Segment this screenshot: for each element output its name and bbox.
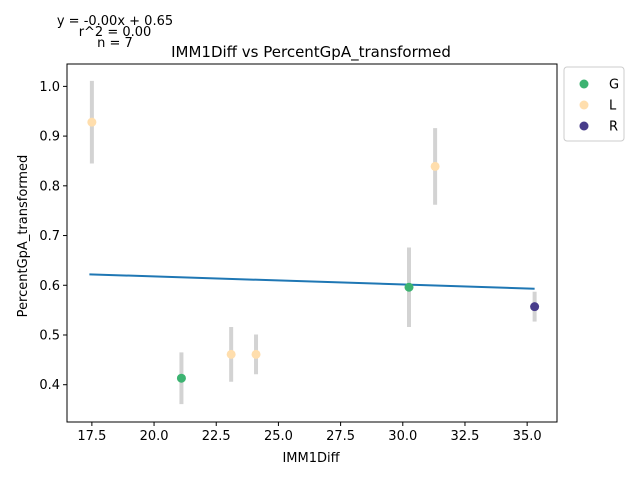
y-tick-label: 0.7 — [39, 229, 60, 244]
chart-title: IMM1Diff vs PercentGpA_transformed — [171, 43, 451, 62]
y-tick-label: 0.9 — [39, 130, 60, 145]
r-squared-annotation: r^2 = 0.00 — [79, 25, 152, 40]
y-tick-label: 0.5 — [39, 328, 60, 343]
regression-annotations: y = -0.00x + 0.65 r^2 = 0.00 n = 7 — [57, 14, 173, 51]
x-ticks: 17.5 20.0 22.5 25.0 27.5 30.0 32.5 35.0 — [77, 422, 542, 444]
y-tick-label: 0.4 — [39, 378, 60, 393]
data-point-G — [176, 373, 186, 383]
y-tick-label: 0.6 — [39, 279, 60, 294]
x-tick-label: 25.0 — [264, 429, 293, 444]
regression-line-group — [89, 273, 535, 290]
y-ticks: 0.4 0.5 0.6 0.7 0.8 0.9 1.0 — [39, 80, 67, 393]
legend: GLR — [563, 66, 625, 142]
y-axis-label: PercentGpA_transformed — [16, 155, 31, 318]
n-annotation: n = 7 — [97, 36, 133, 51]
x-tick-label: 30.0 — [388, 429, 417, 444]
y-tick-label: 1.0 — [39, 80, 60, 95]
x-tick-label: 22.5 — [202, 429, 231, 444]
error-bars — [89, 80, 537, 405]
x-tick-label: 20.0 — [140, 429, 169, 444]
plot-frame — [66, 63, 558, 423]
legend-label: G — [609, 78, 619, 93]
legend-label: R — [609, 120, 618, 135]
x-tick-label: 32.5 — [450, 429, 479, 444]
y-tick-label: 0.8 — [39, 179, 60, 194]
regression-line — [89, 273, 535, 290]
x-tick-label: 27.5 — [326, 429, 355, 444]
data-point-L — [430, 161, 440, 171]
x-tick-label: 35.0 — [513, 429, 542, 444]
legend-marker — [579, 121, 589, 131]
x-tick-label: 17.5 — [77, 429, 106, 444]
legend-box — [563, 66, 625, 142]
data-points — [87, 117, 540, 383]
legend-marker — [579, 79, 589, 89]
data-point-R — [530, 302, 540, 312]
legend-marker — [579, 100, 589, 110]
data-point-L — [226, 349, 236, 359]
data-point-L — [87, 117, 97, 127]
legend-label: L — [609, 99, 617, 114]
equation-annotation: y = -0.00x + 0.65 — [57, 14, 173, 29]
x-axis-label: IMM1Diff — [282, 451, 340, 466]
data-point-L — [251, 349, 261, 359]
data-point-G — [404, 282, 414, 292]
